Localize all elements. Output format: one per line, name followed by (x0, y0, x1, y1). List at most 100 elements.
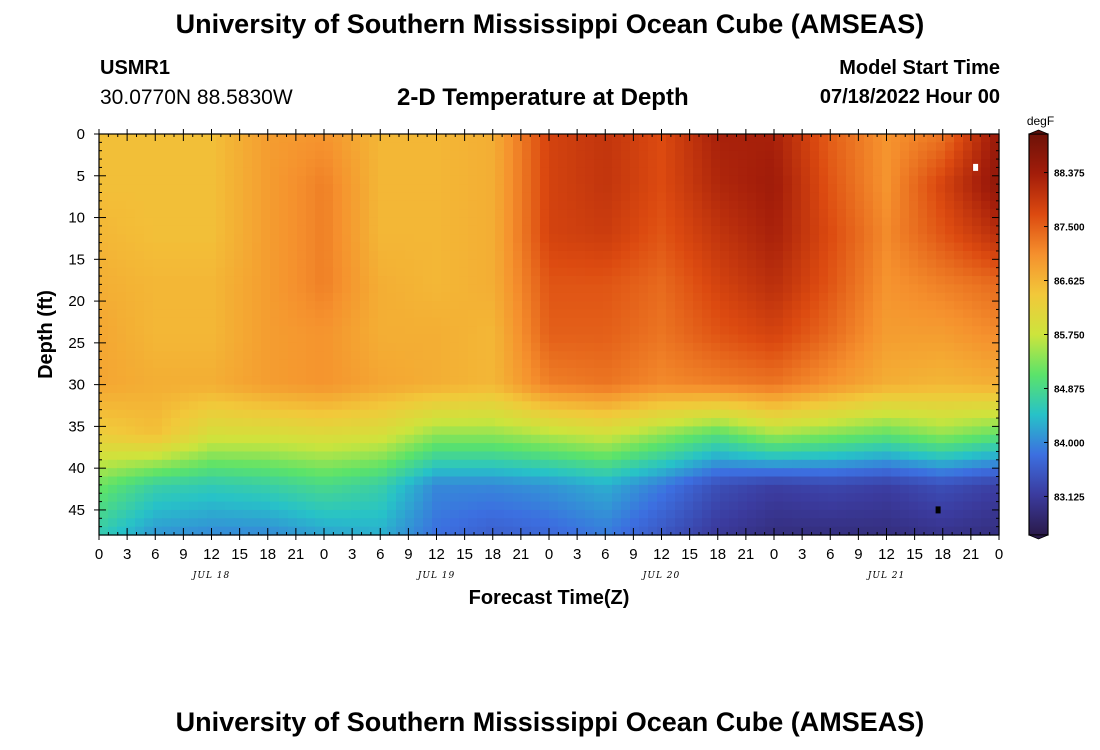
heatmap-cell (207, 418, 217, 427)
heatmap-cell (675, 359, 685, 369)
heatmap-cell (576, 434, 586, 444)
heatmap-cell (288, 401, 298, 411)
heatmap-cell (549, 292, 559, 302)
heatmap-cell (288, 451, 298, 461)
heatmap-cell (441, 501, 451, 511)
heatmap-cell (882, 292, 892, 302)
heatmap-cell (288, 217, 298, 227)
heatmap-cell (378, 384, 388, 394)
heatmap-cell (144, 334, 154, 344)
heatmap-cell (117, 301, 127, 311)
heatmap-cell (738, 443, 748, 453)
heatmap-cell (486, 184, 496, 194)
heatmap-cell (198, 392, 208, 402)
heatmap-cell (594, 351, 604, 361)
heatmap-cell (486, 292, 496, 302)
heatmap-cell (693, 209, 703, 219)
heatmap-cell (945, 426, 955, 436)
heatmap-cell (279, 159, 289, 169)
heatmap-cell (144, 175, 154, 185)
heatmap-cell (477, 301, 487, 311)
heatmap-cell (513, 242, 523, 252)
heatmap-cell (387, 367, 397, 377)
heatmap-cell (639, 392, 649, 402)
heatmap-cell (990, 292, 1000, 302)
heatmap-cell (495, 276, 505, 285)
heatmap-cell (819, 267, 829, 277)
heatmap-cell (135, 392, 145, 402)
heatmap-cell (756, 493, 766, 503)
heatmap-cell (702, 468, 712, 478)
heatmap-cell (630, 276, 640, 285)
heatmap-cell (612, 342, 622, 352)
heatmap-cell (729, 409, 739, 419)
heatmap-cell (783, 501, 793, 511)
heatmap-cell (801, 359, 811, 369)
heatmap-cell (693, 234, 703, 244)
heatmap-cell (441, 493, 451, 503)
heatmap-cell (765, 284, 775, 294)
heatmap-cell (144, 167, 154, 177)
heatmap-cell (387, 159, 397, 169)
heatmap-cell (756, 250, 766, 260)
heatmap-cell (783, 468, 793, 478)
heatmap-cell (288, 234, 298, 244)
heatmap-cell (711, 501, 721, 511)
heatmap-cell (801, 234, 811, 244)
heatmap-cell (756, 384, 766, 394)
heatmap-cell (486, 267, 496, 277)
heatmap-cell (360, 159, 370, 169)
heatmap-cell (900, 418, 910, 427)
heatmap-cell (855, 451, 865, 461)
heatmap-cell (207, 342, 217, 352)
heatmap-cell (837, 317, 847, 327)
heatmap-cell (306, 459, 316, 469)
heatmap-cell (324, 334, 334, 344)
heatmap-cell (333, 468, 343, 478)
heatmap-cell (963, 334, 973, 344)
heatmap-cell (162, 326, 172, 336)
heatmap-cell (666, 501, 676, 511)
heatmap-cell (486, 426, 496, 436)
heatmap-cell (315, 142, 325, 152)
heatmap-cell (477, 309, 487, 319)
heatmap-cell (711, 309, 721, 319)
heatmap-cell (405, 443, 415, 453)
heatmap-cell (396, 276, 406, 285)
heatmap-cell (513, 351, 523, 361)
heatmap-cell (486, 167, 496, 177)
heatmap-cell (513, 518, 523, 528)
heatmap-cell (108, 501, 118, 511)
heatmap-cell (675, 134, 685, 143)
page-title: University of Southern Mississippi Ocean… (175, 9, 925, 39)
heatmap-cell (126, 159, 136, 169)
heatmap-cell (333, 476, 343, 486)
heatmap-cell (981, 134, 991, 143)
heatmap-cell (828, 384, 838, 394)
heatmap-cell (558, 217, 568, 227)
heatmap-cell (639, 142, 649, 152)
heatmap-cell (657, 267, 667, 277)
heatmap-cell (990, 451, 1000, 461)
heatmap-cell (477, 134, 487, 143)
heatmap-cell (801, 351, 811, 361)
heatmap-cell (468, 351, 478, 361)
heatmap-cell (711, 443, 721, 453)
heatmap-cell (369, 501, 379, 511)
heatmap-cell (945, 317, 955, 327)
heatmap-cell (981, 234, 991, 244)
heatmap-cell (144, 134, 154, 143)
heatmap-cell (702, 509, 712, 519)
heatmap-cell (801, 317, 811, 327)
heatmap-cell (369, 426, 379, 436)
heatmap-cell (117, 276, 127, 285)
heatmap-cell (513, 167, 523, 177)
heatmap-cell (675, 317, 685, 327)
heatmap-cell (675, 175, 685, 185)
heatmap-cell (756, 267, 766, 277)
heatmap-cell (603, 309, 613, 319)
heatmap-cell (198, 526, 208, 536)
heatmap-cell (792, 150, 802, 160)
heatmap-cell (531, 242, 541, 252)
heatmap-cell (882, 359, 892, 369)
